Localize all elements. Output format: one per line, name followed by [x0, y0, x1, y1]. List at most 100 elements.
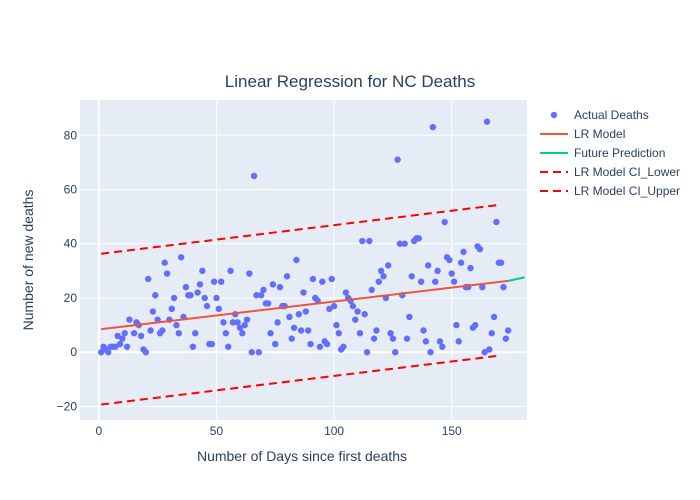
- data-point: [361, 311, 368, 318]
- legend-item[interactable]: LR Model CI_Upper: [540, 184, 680, 198]
- data-point: [422, 338, 430, 345]
- data-point: [427, 349, 434, 356]
- data-point: [199, 267, 206, 275]
- data-point: [333, 321, 340, 329]
- data-point: [283, 273, 291, 280]
- data-point: [105, 349, 112, 356]
- data-point: [356, 330, 364, 337]
- data-point: [225, 343, 232, 350]
- data-point: [149, 308, 157, 315]
- data-point: [236, 324, 244, 331]
- data-point: [288, 335, 295, 342]
- data-point: [500, 283, 507, 291]
- y-tick-label: −20: [57, 399, 78, 413]
- y-tick-label: 20: [64, 291, 78, 305]
- data-point: [196, 281, 204, 288]
- data-point: [201, 294, 208, 302]
- data-point: [123, 343, 131, 350]
- data-point: [403, 335, 411, 342]
- legend-label: Future Prediction: [574, 146, 665, 160]
- data-point: [192, 330, 199, 337]
- data-point: [274, 319, 281, 326]
- data-point: [446, 256, 453, 264]
- data-point: [370, 335, 378, 342]
- data-point: [366, 237, 373, 245]
- data-point: [455, 338, 462, 345]
- data-point: [302, 308, 310, 315]
- data-point: [194, 289, 201, 296]
- data-point: [159, 327, 166, 334]
- data-point: [488, 330, 495, 337]
- data-point: [203, 302, 211, 310]
- data-point: [246, 270, 253, 277]
- data-point: [460, 248, 467, 256]
- data-point: [392, 349, 399, 356]
- data-point: [97, 349, 105, 356]
- data-point: [448, 270, 455, 277]
- data-point: [295, 311, 302, 318]
- data-point: [142, 349, 150, 356]
- data-point: [269, 281, 277, 288]
- data-point: [208, 340, 215, 348]
- plot-area: [97, 118, 525, 406]
- data-point: [229, 319, 237, 326]
- data-point: [227, 267, 234, 275]
- data-point: [453, 321, 460, 329]
- data-point: [472, 321, 479, 329]
- data-point: [323, 340, 331, 348]
- data-point: [182, 283, 190, 291]
- grid: [80, 100, 527, 420]
- data-point: [297, 327, 305, 334]
- x-tick-label: 150: [442, 424, 462, 438]
- data-point: [177, 254, 185, 261]
- data-point: [439, 343, 446, 350]
- data-point: [114, 332, 121, 340]
- legend-item[interactable]: Future Prediction: [540, 146, 665, 160]
- data-point: [502, 335, 510, 342]
- data-point: [119, 335, 126, 342]
- data-point: [479, 283, 486, 291]
- data-point: [330, 302, 338, 310]
- data-point: [257, 292, 265, 299]
- data-point: [417, 278, 425, 285]
- data-point: [349, 302, 357, 310]
- data-point: [152, 292, 159, 299]
- data-point: [255, 349, 262, 356]
- data-point: [497, 259, 505, 266]
- data-point: [234, 319, 241, 326]
- legend-item[interactable]: LR Model: [540, 127, 625, 141]
- data-point: [335, 330, 342, 337]
- data-point: [309, 275, 317, 283]
- data-point: [253, 292, 260, 299]
- data-point: [387, 330, 394, 337]
- x-axis-title: Number of Days since first deaths: [197, 448, 407, 464]
- legend-item[interactable]: Actual Deaths: [550, 108, 649, 122]
- data-point: [161, 259, 168, 266]
- lr-model-line: [101, 279, 509, 331]
- data-point: [126, 316, 133, 323]
- data-point: [250, 172, 258, 180]
- data-point: [145, 275, 152, 283]
- data-point: [272, 340, 279, 348]
- legend[interactable]: Actual Deaths LR Model Future Prediction LR…: [540, 108, 680, 198]
- legend-item[interactable]: LR Model CI_Lower: [540, 165, 680, 179]
- y-tick-label: 80: [64, 128, 78, 142]
- data-point: [467, 264, 474, 272]
- data-point: [293, 256, 300, 264]
- data-point: [276, 283, 284, 291]
- data-point: [319, 278, 326, 285]
- data-point: [210, 278, 218, 285]
- data-point: [375, 278, 382, 285]
- data-point: [441, 218, 448, 226]
- data-point: [384, 262, 392, 269]
- data-point: [217, 278, 225, 285]
- data-point: [476, 245, 484, 253]
- data-point: [415, 235, 422, 242]
- data-point: [220, 319, 227, 326]
- data-point: [354, 308, 361, 315]
- data-point: [457, 259, 465, 266]
- data-point: [130, 330, 138, 337]
- data-point: [326, 305, 333, 313]
- data-point: [222, 330, 230, 337]
